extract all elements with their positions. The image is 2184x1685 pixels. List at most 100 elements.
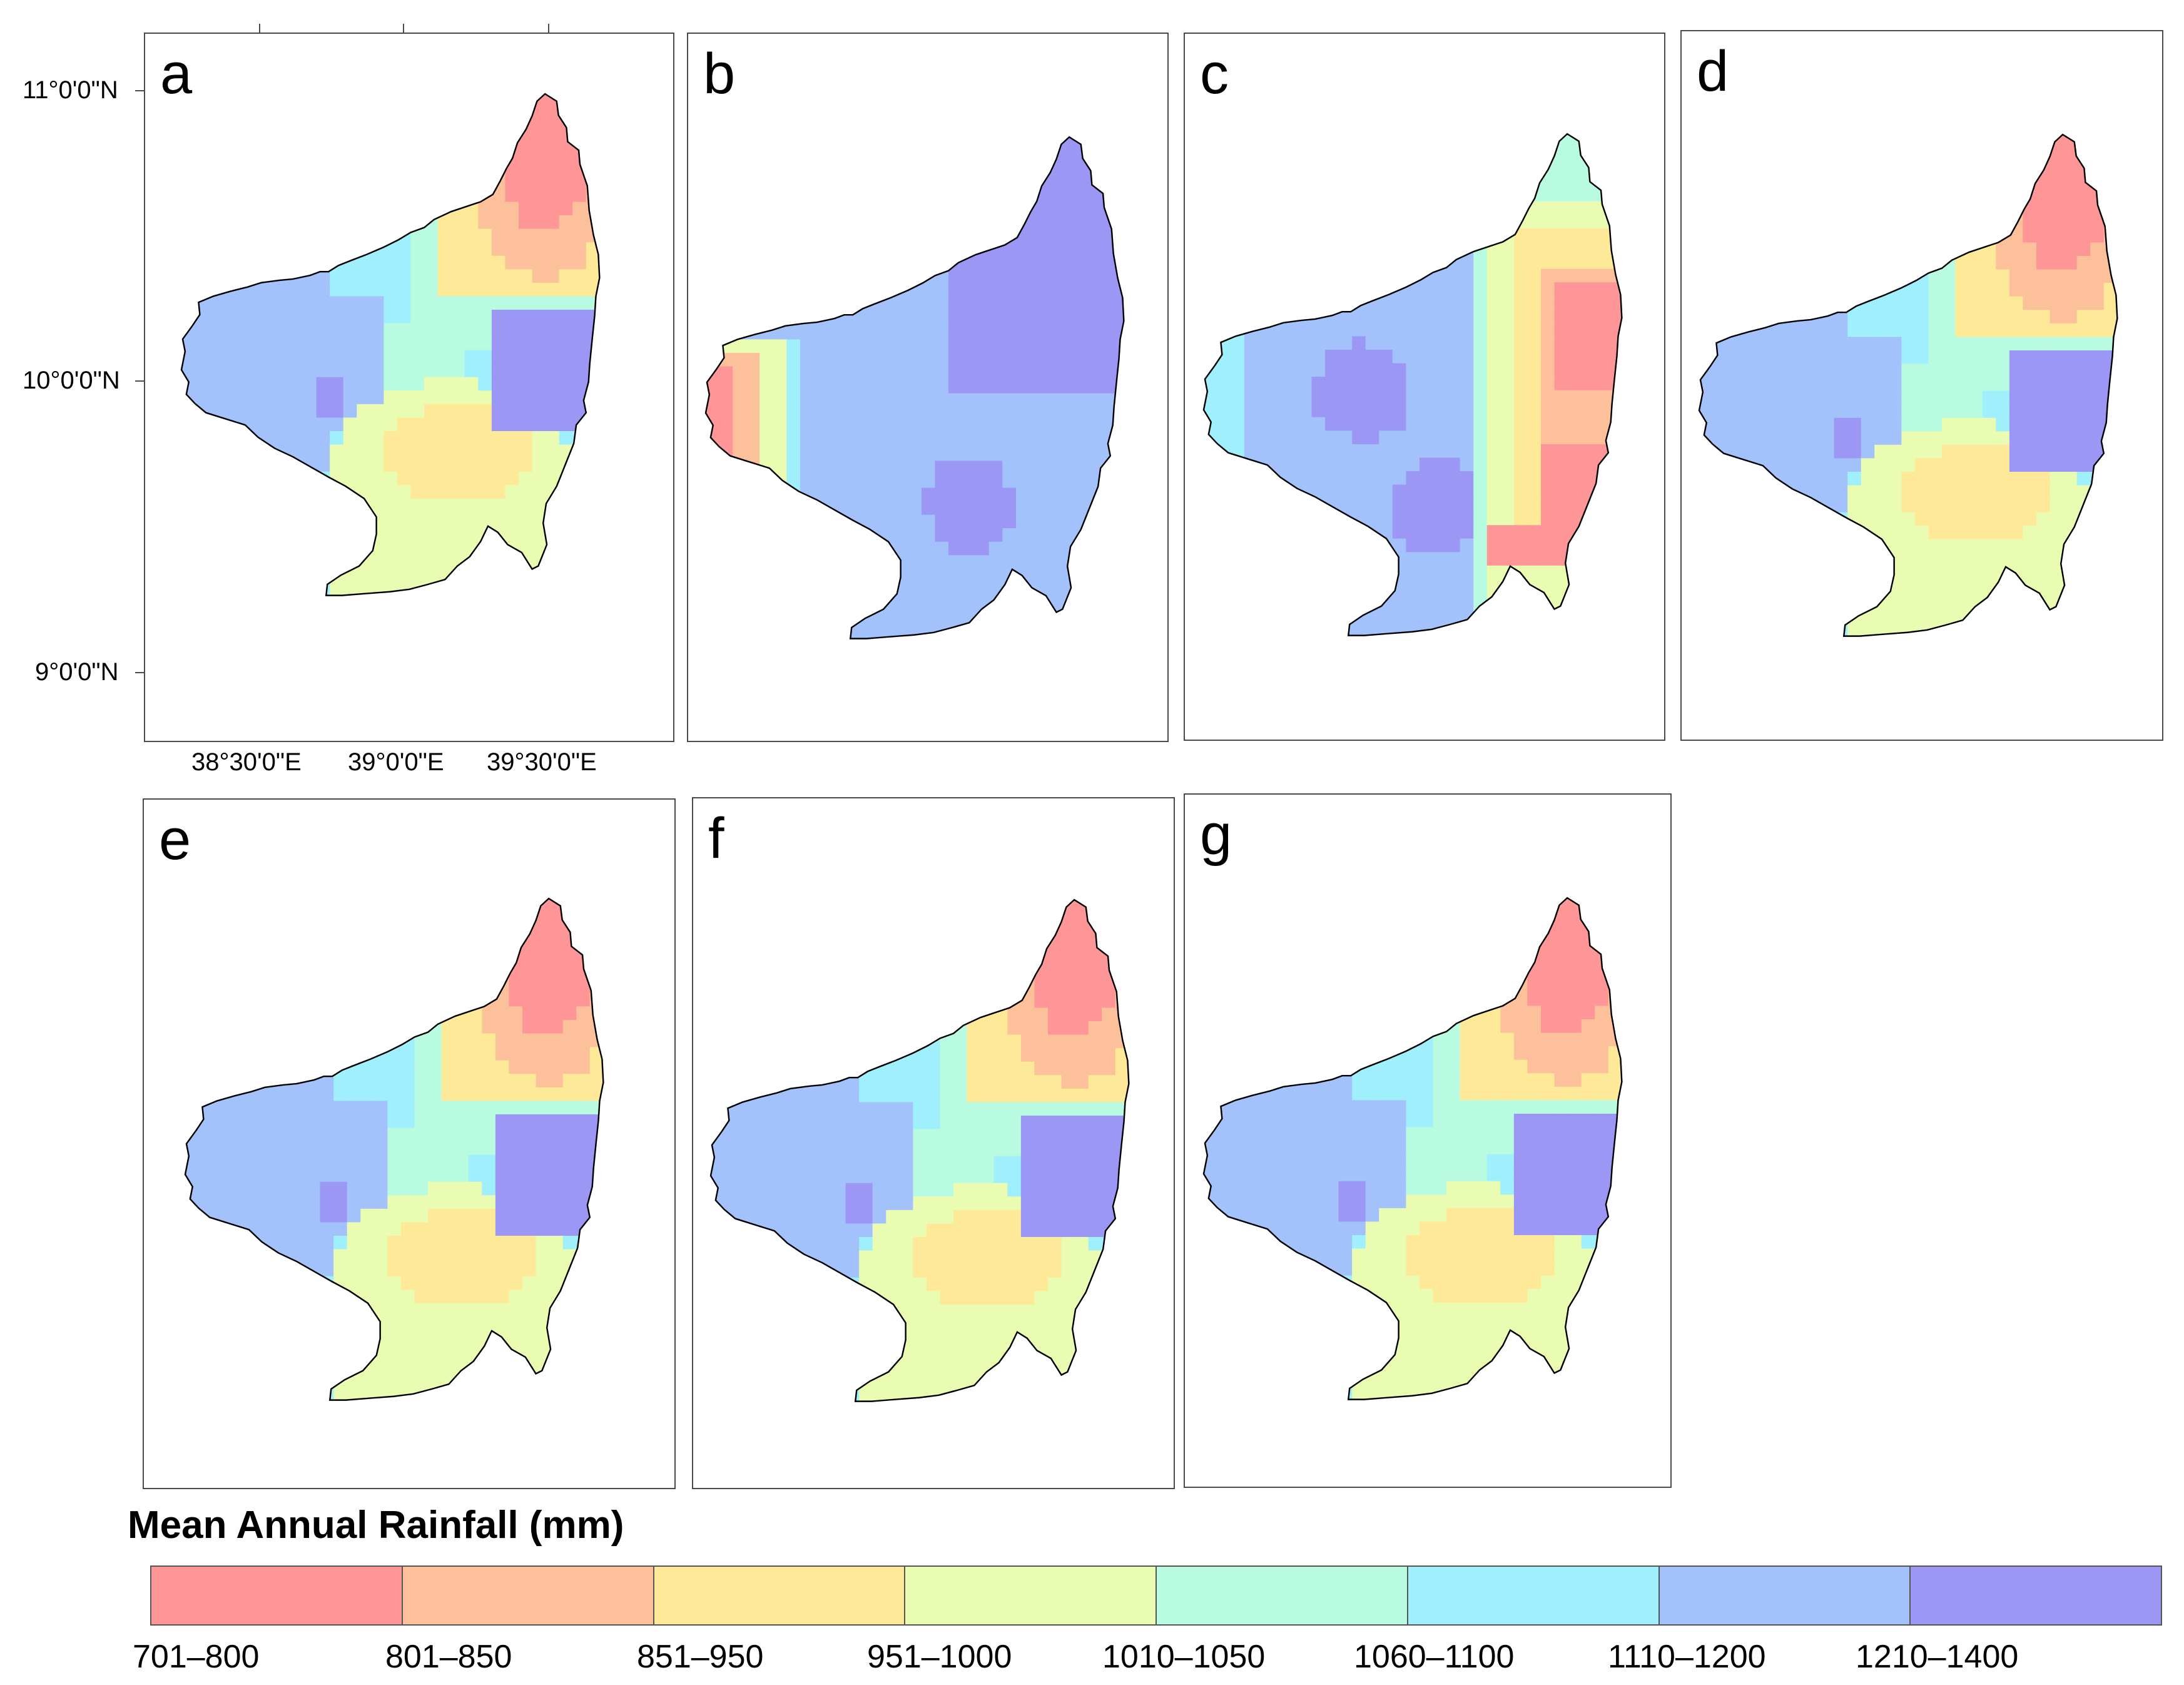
- raster-cell: [505, 350, 519, 365]
- raster-cell: [1847, 390, 1862, 405]
- raster-cell: [1699, 256, 1714, 270]
- raster-cell: [536, 898, 551, 913]
- raster-cell: [988, 272, 1003, 287]
- raster-cell: [330, 525, 344, 540]
- raster-cell: [746, 420, 761, 435]
- raster-cell: [1982, 215, 1997, 230]
- raster-cell: [198, 898, 213, 913]
- raster-cell: [424, 444, 439, 459]
- raster-cell: [935, 568, 950, 583]
- raster-cell: [1739, 633, 1754, 636]
- raster-cell: [2049, 148, 2065, 163]
- raster-cell: [921, 434, 936, 448]
- raster-cell: [1446, 349, 1461, 364]
- raster-cell: [357, 161, 371, 176]
- raster-cell: [275, 485, 290, 499]
- raster-cell: [1392, 174, 1407, 189]
- raster-cell: [235, 566, 250, 581]
- raster-cell: [1043, 298, 1057, 313]
- raster-cell: [1622, 457, 1636, 472]
- raster-cell: [1996, 444, 2010, 459]
- raster-cell: [1500, 161, 1515, 175]
- raster-cell: [1969, 161, 1983, 176]
- raster-cell: [262, 134, 277, 149]
- raster-cell: [1473, 606, 1488, 621]
- raster-cell: [1217, 538, 1232, 553]
- raster-cell: [1581, 363, 1596, 378]
- raster-cell: [532, 148, 547, 162]
- raster-cell: [1766, 364, 1781, 379]
- raster-cell: [1311, 134, 1326, 148]
- raster-cell: [1928, 201, 1943, 216]
- raster-cell: [1928, 566, 1943, 581]
- raster-cell: [1739, 215, 1754, 230]
- raster-cell: [1083, 434, 1098, 448]
- raster-cell: [195, 282, 210, 297]
- raster-cell: [988, 541, 1003, 556]
- raster-cell: [1083, 272, 1098, 287]
- raster-cell: [908, 231, 922, 246]
- raster-cell: [491, 539, 506, 554]
- raster-cell: [1500, 188, 1515, 202]
- raster-cell: [948, 339, 963, 354]
- raster-cell: [1568, 147, 1582, 162]
- raster-cell: [1083, 623, 1098, 637]
- raster-cell: [2090, 364, 2105, 379]
- raster-cell: [478, 485, 492, 499]
- raster-cell: [208, 269, 223, 283]
- raster-cell: [1568, 201, 1582, 216]
- raster-cell: [1365, 228, 1380, 243]
- raster-cell: [2049, 215, 2065, 230]
- raster-cell: [1257, 161, 1272, 175]
- raster-cell: [1338, 134, 1353, 148]
- raster-cell: [1901, 539, 1916, 554]
- raster-cell: [1622, 242, 1636, 256]
- raster-cell: [1513, 430, 1528, 445]
- raster-cell: [1029, 258, 1044, 273]
- raster-cell: [786, 285, 801, 300]
- raster-cell: [1541, 201, 1555, 216]
- raster-cell: [1996, 458, 2010, 472]
- raster-cell: [1793, 539, 1808, 554]
- raster-cell: [733, 568, 747, 583]
- raster-cell: [1726, 431, 1740, 445]
- raster-cell: [428, 898, 442, 913]
- raster-cell: [2063, 552, 2078, 567]
- raster-cell: [1486, 444, 1501, 459]
- raster-cell: [185, 912, 200, 927]
- raster-cell: [248, 404, 263, 419]
- raster-cell: [572, 201, 587, 216]
- raster-cell: [894, 555, 909, 569]
- raster-cell: [1739, 499, 1754, 513]
- raster-cell: [383, 188, 398, 203]
- raster-cell: [935, 596, 950, 610]
- raster-cell: [1419, 134, 1434, 148]
- raster-cell: [343, 512, 358, 526]
- raster-cell: [1446, 417, 1461, 432]
- raster-cell: [1473, 363, 1488, 378]
- raster-cell: [800, 407, 815, 421]
- raster-cell: [1204, 336, 1218, 350]
- raster-cell: [746, 568, 761, 583]
- raster-cell: [2036, 458, 2051, 472]
- raster-cell: [491, 94, 506, 108]
- raster-cell: [2063, 188, 2078, 203]
- raster-cell: [307, 912, 321, 927]
- raster-cell: [881, 312, 895, 327]
- raster-cell: [478, 390, 492, 405]
- raster-cell: [786, 191, 801, 205]
- raster-cell: [181, 579, 196, 594]
- raster-cell: [1352, 161, 1366, 175]
- raster-cell: [400, 925, 415, 940]
- raster-cell: [1271, 242, 1286, 257]
- raster-cell: [1914, 377, 1929, 392]
- raster-cell: [1928, 431, 1943, 445]
- raster-cell: [948, 137, 963, 151]
- raster-cell: [1622, 188, 1636, 202]
- raster-cell: [1581, 552, 1596, 566]
- raster-cell: [759, 514, 774, 529]
- raster-cell: [464, 309, 479, 324]
- raster-cell: [1513, 377, 1528, 391]
- raster-cell: [1793, 417, 1808, 432]
- raster-cell: [1486, 457, 1501, 472]
